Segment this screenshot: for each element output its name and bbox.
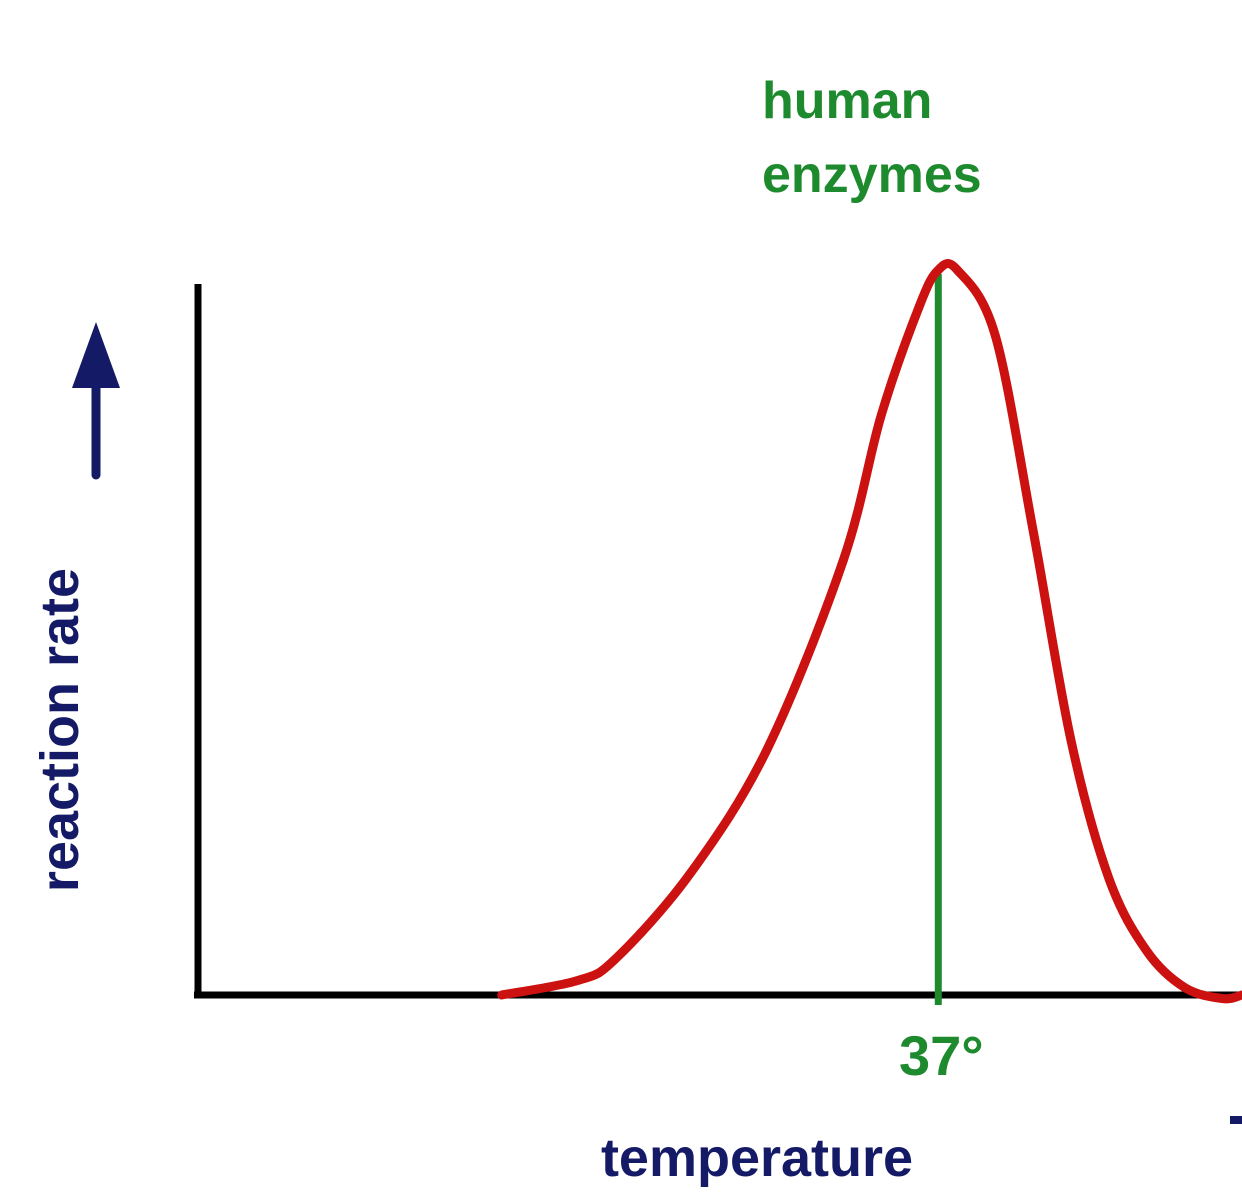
reaction-rate-curve bbox=[497, 259, 1242, 1004]
annotation-label-line-2: enzymes bbox=[762, 146, 982, 204]
x-tick-label: 37° bbox=[899, 1024, 984, 1087]
y-axis-label: reaction rate bbox=[30, 568, 90, 892]
y-direction-arrow-icon bbox=[72, 322, 120, 480]
x-axis-label: temperature bbox=[601, 1128, 913, 1188]
annotation-label-line-1: human bbox=[762, 72, 932, 130]
